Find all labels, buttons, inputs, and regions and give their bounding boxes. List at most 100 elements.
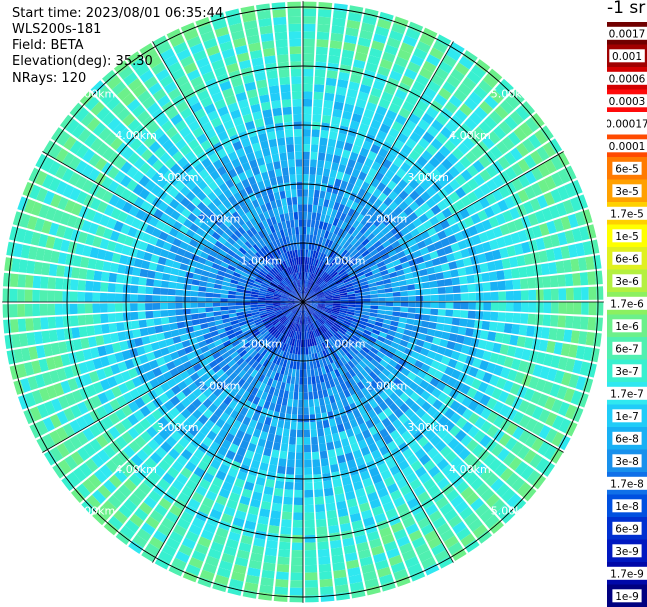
range-gate-cell	[517, 158, 530, 173]
range-gate-cell	[235, 291, 244, 296]
range-gate-cell	[303, 309, 305, 317]
range-gate-cell	[323, 311, 331, 316]
range-gate-cell	[367, 491, 379, 502]
range-gate-cell	[304, 459, 312, 468]
range-gate-cell	[444, 278, 453, 286]
range-gate-cell	[582, 241, 593, 256]
range-gate-cell	[317, 24, 331, 33]
range-gate-cell	[297, 189, 303, 197]
range-gate-cell	[455, 417, 468, 429]
range-gate-cell	[321, 237, 327, 246]
range-gate-cell	[415, 307, 424, 314]
range-gate-cell	[231, 485, 243, 496]
range-gate-cell	[345, 254, 353, 262]
range-gate-cell	[170, 267, 180, 276]
range-gate-cell	[307, 307, 314, 314]
range-gate-cell	[336, 219, 344, 228]
range-gate-cell	[544, 175, 557, 190]
range-gate-cell	[203, 522, 217, 534]
range-gate-cell	[375, 105, 388, 116]
range-gate-cell	[152, 303, 161, 310]
range-gate-cell	[388, 346, 397, 354]
range-gate-cell	[53, 382, 65, 397]
range-gate-cell	[511, 177, 524, 192]
range-gate-cell	[408, 381, 419, 392]
range-gate-cell	[351, 393, 360, 403]
range-gate-cell	[137, 294, 146, 302]
range-gate-cell	[130, 311, 139, 321]
range-gate-cell	[248, 419, 258, 429]
range-gate-cell	[354, 534, 368, 545]
range-gate-cell	[242, 390, 251, 400]
range-gate-cell	[328, 317, 336, 323]
range-gate-cell	[205, 302, 213, 308]
range-gate-cell	[486, 411, 499, 424]
range-gate-cell	[275, 130, 285, 139]
range-gate-cell	[418, 137, 430, 150]
range-gate-cell	[332, 562, 346, 572]
range-gate-cell	[359, 277, 368, 283]
range-gate-cell	[367, 530, 380, 542]
range-gate-cell	[488, 458, 502, 472]
range-gate-cell	[360, 216, 369, 226]
range-ring-label: 3.00km	[157, 421, 199, 434]
range-gate-cell	[243, 400, 252, 410]
range-gate-cell	[181, 419, 193, 431]
range-gate-cell	[184, 461, 197, 473]
range-gate-cell	[330, 241, 337, 250]
range-gate-cell	[304, 512, 315, 521]
range-gate-cell	[489, 110, 503, 125]
range-gate-cell	[347, 158, 356, 169]
range-gate-cell	[147, 439, 160, 451]
range-gate-cell	[330, 547, 343, 557]
range-gate-cell	[346, 88, 358, 99]
range-gate-cell	[102, 500, 117, 515]
range-gate-cell	[380, 469, 392, 481]
range-gate-cell	[359, 261, 368, 268]
range-gate-cell	[483, 302, 492, 311]
range-gate-cell	[191, 398, 202, 409]
range-gate-cell	[96, 368, 107, 381]
range-gate-cell	[18, 259, 28, 273]
range-gate-cell	[342, 322, 350, 328]
range-gate-cell	[373, 325, 382, 332]
range-gate-cell	[410, 570, 426, 583]
range-gate-cell	[437, 176, 449, 188]
range-gate-cell	[325, 303, 333, 305]
range-gate-cell	[288, 299, 296, 301]
range-gate-cell	[279, 325, 286, 333]
range-gate-cell	[209, 413, 219, 424]
range-gate-cell	[581, 302, 589, 315]
range-gate-cell	[282, 359, 288, 368]
range-gate-cell	[309, 293, 316, 298]
range-gate-cell	[297, 331, 300, 340]
range-gate-cell	[311, 322, 316, 330]
range-gate-cell	[209, 508, 223, 520]
range-gate-cell	[430, 138, 443, 151]
range-gate-cell	[244, 332, 253, 339]
range-gate-cell	[327, 355, 334, 364]
range-gate-cell	[250, 304, 259, 308]
range-gate-cell	[54, 290, 63, 302]
range-gate-cell	[349, 418, 359, 429]
range-gate-cell	[219, 412, 230, 422]
range-gate-cell	[385, 508, 398, 520]
range-gate-cell	[308, 307, 314, 314]
range-gate-cell	[420, 320, 430, 328]
range-gate-cell	[511, 324, 520, 335]
range-gate-cell	[227, 302, 236, 306]
range-gate-cell	[421, 112, 435, 125]
range-gate-cell	[563, 388, 575, 403]
range-gate-cell	[35, 345, 46, 359]
range-gate-cell	[281, 519, 292, 528]
range-gate-cell	[197, 460, 209, 472]
range-gate-cell	[459, 276, 468, 285]
range-gate-cell	[274, 331, 281, 339]
range-gate-cell	[496, 377, 507, 390]
range-gate-cell	[242, 372, 250, 382]
range-gate-cell	[453, 342, 463, 352]
range-gate-cell	[221, 439, 232, 450]
range-gate-cell	[39, 290, 48, 302]
range-gate-cell	[224, 474, 236, 485]
range-gate-cell	[97, 249, 107, 260]
